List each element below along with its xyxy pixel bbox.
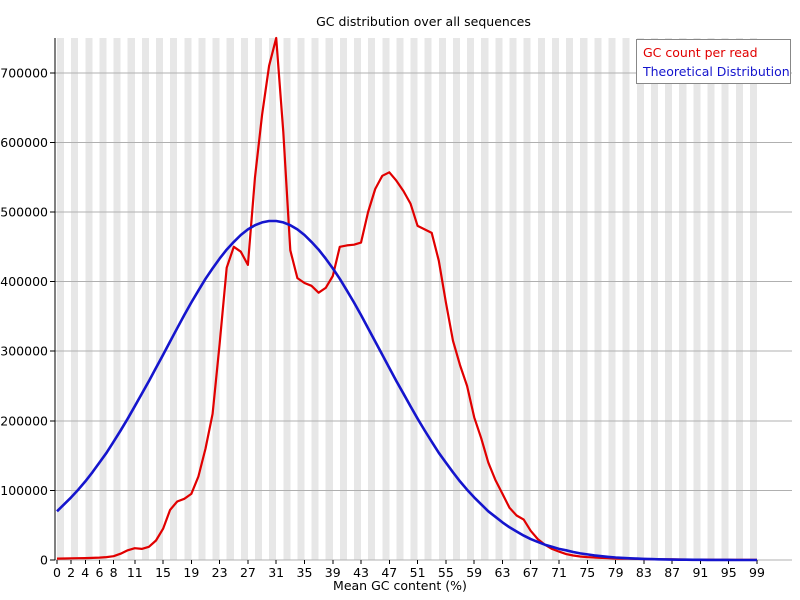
x-tick-label: 83 [636, 565, 652, 580]
background-stripe [368, 38, 376, 560]
background-stripe [523, 38, 531, 560]
x-tick-label: 55 [438, 565, 454, 580]
background-stripe [424, 38, 432, 560]
background-stripe [721, 38, 729, 560]
series-line-theoretical-distribution [56, 219, 757, 562]
x-tick-label: 4 [81, 565, 89, 580]
background-stripe [85, 38, 93, 560]
background-stripe [283, 38, 291, 560]
background-stripe [438, 38, 446, 560]
background-stripe [608, 38, 616, 560]
x-tick-label: 11 [127, 565, 143, 580]
x-tick-label: 67 [523, 565, 539, 580]
background-stripe [410, 38, 418, 560]
background-stripe [467, 38, 475, 560]
y-tick-label: 100000 [0, 483, 48, 498]
background-stripe [297, 38, 305, 560]
background-stripe [481, 38, 489, 560]
y-tick-label: 600000 [0, 135, 48, 150]
background-stripe [509, 38, 517, 560]
y-tick-label: 300000 [0, 344, 48, 359]
background-stripe [198, 38, 206, 560]
x-tick-label: 87 [664, 565, 680, 580]
background-stripe [325, 38, 333, 560]
background-stripe [566, 38, 574, 560]
background-stripe [155, 38, 164, 560]
x-tick-label: 27 [240, 565, 256, 580]
y-tick-label: 200000 [0, 413, 48, 428]
background-stripe [495, 38, 503, 560]
x-tick-label: 71 [551, 565, 567, 580]
background-stripe [693, 38, 701, 560]
background-stripe [254, 38, 263, 560]
background-stripe [707, 38, 715, 560]
background-stripe [339, 38, 347, 560]
x-tick-label: 79 [608, 565, 624, 580]
x-tick-label: 23 [212, 565, 228, 580]
background-stripe [594, 38, 602, 560]
x-tick-label: 6 [95, 565, 103, 580]
background-stripe [226, 38, 234, 560]
y-tick-label: 700000 [0, 65, 48, 80]
x-tick-label: 43 [353, 565, 369, 580]
legend-box: GC count per read Theoretical Distributi… [636, 39, 791, 84]
background-stripe [184, 38, 192, 560]
y-tick-label: 0 [40, 553, 48, 568]
background-stripe [382, 38, 390, 560]
background-stripe [396, 38, 404, 560]
x-tick-label: 0 [53, 565, 61, 580]
background-stripe [735, 38, 743, 560]
x-tick-label: 39 [325, 565, 341, 580]
legend-item-theoretical: Theoretical Distribution [643, 64, 790, 79]
x-tick-label: 95 [721, 565, 737, 580]
x-tick-label: 35 [297, 565, 313, 580]
x-tick-label: 47 [381, 565, 397, 580]
background-stripe [269, 38, 277, 560]
x-tick-label: 99 [749, 565, 765, 580]
x-tick-label: 63 [495, 565, 511, 580]
chart-title: GC distribution over all sequences [316, 14, 531, 29]
x-tick-label: 31 [268, 565, 284, 580]
y-tick-label: 500000 [0, 205, 48, 220]
background-stripe [636, 38, 644, 560]
background-stripe [99, 38, 107, 560]
x-tick-label: 51 [410, 565, 426, 580]
y-tick-label: 400000 [0, 274, 48, 289]
background-stripe [127, 38, 135, 560]
background-stripe [665, 38, 673, 560]
x-tick-label: 2 [67, 565, 75, 580]
x-tick-label: 8 [110, 565, 118, 580]
x-tick-label: 15 [155, 565, 171, 580]
x-tick-label: 75 [579, 565, 595, 580]
background-stripe [212, 38, 220, 560]
legend-item-gc-count: GC count per read [643, 45, 758, 60]
x-tick-label: 19 [183, 565, 199, 580]
background-stripe [749, 38, 757, 560]
background-stripe [679, 38, 687, 560]
background-stripe [240, 38, 248, 560]
background-stripe [622, 38, 630, 560]
background-stripe [71, 38, 79, 560]
background-stripe [353, 38, 362, 560]
x-axis-title: Mean GC content (%) [333, 578, 467, 593]
background-stripe [650, 38, 659, 560]
background-stripe [580, 38, 588, 560]
x-tick-label: 91 [692, 565, 708, 580]
background-stripe [170, 38, 178, 560]
background-stripe [537, 38, 545, 560]
background-stripe [141, 38, 149, 560]
background-stripe [311, 38, 319, 560]
x-tick-label: 59 [466, 565, 482, 580]
background-stripe [113, 38, 121, 560]
background-stripe [452, 38, 461, 560]
background-stripe [57, 38, 65, 560]
background-stripe [551, 38, 560, 560]
